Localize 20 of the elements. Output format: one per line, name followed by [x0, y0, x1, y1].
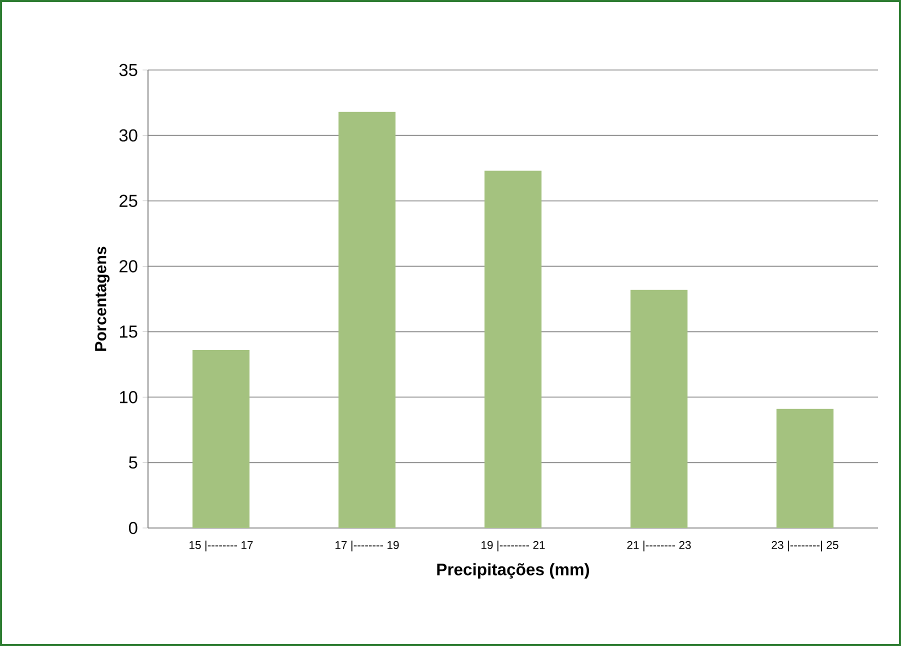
y-tick-label: 35	[119, 64, 138, 76]
y-tick-label: 5	[129, 456, 138, 469]
y-tick-label: 25	[120, 194, 138, 207]
x-tick-label: 17 |-------- 19	[336, 540, 399, 552]
x-tick-label: 21 |-------- 23	[627, 540, 691, 552]
bar	[484, 170, 542, 528]
y-tick-label: 20	[120, 260, 138, 272]
y-tick-label: 15	[120, 326, 138, 338]
y-axis-title: Porcentagens	[95, 246, 110, 351]
x-tick-label: 23 |--------| 25	[772, 540, 838, 552]
bar	[338, 112, 396, 528]
y-tick-label: 0	[128, 522, 138, 534]
x-axis-title: Precipitações (mm)	[437, 563, 590, 579]
x-tick-label: 19 |-------- 21	[482, 540, 545, 552]
y-tick-label: 30	[119, 129, 138, 142]
bar	[776, 408, 834, 528]
bar	[192, 350, 250, 528]
bar	[630, 290, 688, 528]
y-tick-label: 10	[120, 390, 138, 404]
x-tick-label: 15 |-------- 17	[190, 540, 253, 552]
